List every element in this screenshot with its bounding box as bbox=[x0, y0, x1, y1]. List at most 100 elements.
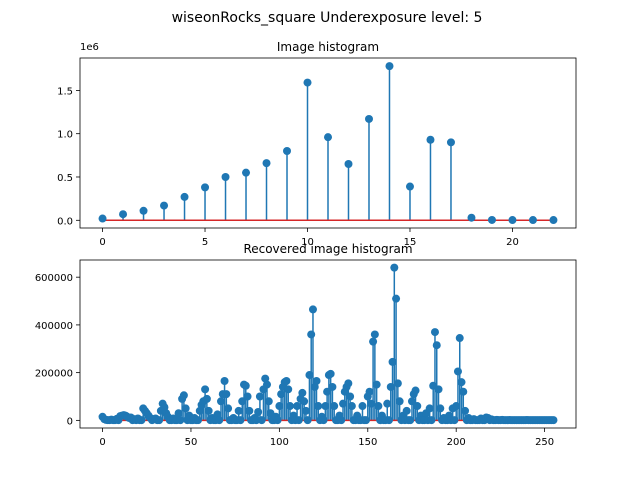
stem-marker bbox=[459, 387, 468, 396]
stem-marker bbox=[374, 402, 383, 411]
stem-marker bbox=[467, 213, 476, 222]
stem-marker bbox=[221, 172, 230, 181]
stem-marker bbox=[294, 416, 303, 425]
axes-frame bbox=[79, 259, 577, 429]
stem-marker bbox=[254, 408, 263, 417]
axes-frame bbox=[79, 57, 577, 229]
x-tick-label: 150 bbox=[358, 437, 377, 448]
stem-marker bbox=[303, 78, 312, 87]
stem-marker bbox=[358, 402, 367, 411]
stem-marker bbox=[242, 168, 251, 177]
stem-marker bbox=[234, 406, 243, 415]
stem-marker bbox=[201, 183, 210, 192]
stem-marker bbox=[337, 416, 346, 425]
stem-marker bbox=[461, 406, 470, 415]
stem-marker bbox=[436, 404, 445, 413]
stem-marker bbox=[344, 379, 353, 388]
stem-marker bbox=[450, 416, 459, 425]
stem-marker bbox=[324, 133, 332, 142]
stem-marker bbox=[392, 294, 401, 303]
stem-marker bbox=[457, 378, 466, 387]
stem-marker bbox=[282, 376, 291, 385]
stem-marker bbox=[314, 402, 323, 411]
y-tick-label: 1.5 bbox=[57, 86, 73, 97]
x-tick-label: 15 bbox=[404, 237, 417, 248]
stem-marker bbox=[283, 147, 292, 156]
stem-marker bbox=[528, 216, 537, 225]
stem-marker bbox=[386, 382, 395, 391]
stem-marker bbox=[312, 376, 321, 385]
axis-offset-text: 1e6 bbox=[80, 42, 99, 53]
axes-recovered-image-histogram: Recovered image histogram 0 50 100 150 200 250… bbox=[35, 242, 577, 448]
stem-marker bbox=[383, 399, 392, 408]
stem-marker bbox=[453, 367, 462, 376]
stem-marker bbox=[243, 392, 252, 401]
stem-marker bbox=[181, 404, 190, 413]
y-tick-label: 1.0 bbox=[57, 130, 73, 141]
axes-image-histogram: Image histogram 1e6 0 5 10 15 20 0.0 0.5 1.0 1.5 bbox=[57, 40, 577, 248]
stem-marker bbox=[255, 392, 264, 401]
y-tick-label: 0 bbox=[67, 416, 73, 427]
stem-marker bbox=[285, 402, 294, 411]
stem-marker bbox=[293, 402, 302, 411]
stem-marker bbox=[549, 216, 558, 225]
stem-marker bbox=[262, 159, 271, 168]
stem-marker bbox=[370, 330, 379, 339]
stem-marker bbox=[395, 397, 404, 406]
stem-marker bbox=[308, 305, 317, 314]
stem-marker bbox=[222, 390, 231, 399]
stem-marker bbox=[402, 406, 411, 415]
stem-marker bbox=[452, 402, 461, 411]
stem-marker bbox=[347, 402, 356, 411]
stem-marker bbox=[425, 404, 434, 413]
figure-suptitle: wiseonRocks_square Underexposure level: … bbox=[172, 10, 483, 26]
stem-marker bbox=[365, 387, 374, 396]
stem-marker bbox=[137, 416, 146, 425]
stem-marker bbox=[405, 182, 414, 191]
stem-marker bbox=[201, 385, 210, 394]
stem-marker bbox=[224, 404, 233, 413]
stem-marker bbox=[321, 402, 330, 411]
stem-marker bbox=[372, 380, 381, 389]
y-tick-label: 0.0 bbox=[57, 216, 73, 227]
y-tick-label: 0.5 bbox=[57, 173, 73, 184]
y-tick-label: 400000 bbox=[35, 321, 73, 332]
stem-marker bbox=[330, 402, 339, 411]
stem-marker bbox=[549, 416, 558, 425]
stem-marker bbox=[446, 138, 455, 147]
stem-marker bbox=[273, 416, 282, 425]
stem-marker bbox=[284, 385, 293, 394]
x-tick-label: 0 bbox=[99, 237, 105, 248]
stem-marker bbox=[176, 416, 185, 425]
stem-marker bbox=[328, 382, 337, 391]
stem-marker bbox=[180, 192, 189, 201]
stem-marker bbox=[119, 210, 128, 219]
x-tick-label: 0 bbox=[99, 437, 105, 448]
stem-marker bbox=[364, 114, 373, 123]
stem-marker bbox=[236, 416, 245, 425]
stem-marker bbox=[385, 416, 394, 425]
stem-marker bbox=[257, 416, 266, 425]
stem-marker bbox=[262, 380, 271, 389]
stem-marker bbox=[393, 379, 402, 388]
stem-marker bbox=[339, 399, 348, 408]
stem-marker bbox=[202, 394, 211, 403]
stem-marker bbox=[301, 406, 310, 415]
stem-marker bbox=[307, 330, 316, 339]
stem-marker bbox=[174, 409, 183, 418]
stem-marker bbox=[303, 416, 312, 425]
stem-marker bbox=[300, 397, 309, 406]
stem-marker bbox=[160, 201, 169, 210]
stem-marker bbox=[298, 388, 307, 397]
stem-marker bbox=[406, 416, 415, 425]
stem-marker bbox=[275, 402, 284, 411]
y-tick-label: 600000 bbox=[35, 273, 73, 284]
x-tick-label: 20 bbox=[506, 237, 519, 248]
axes-title: Recovered image histogram bbox=[243, 242, 412, 256]
stem-marker bbox=[407, 397, 416, 406]
stem-marker bbox=[241, 381, 250, 390]
stem-marker bbox=[390, 263, 399, 272]
stem-marker bbox=[487, 215, 496, 224]
stem-marker bbox=[238, 397, 247, 406]
